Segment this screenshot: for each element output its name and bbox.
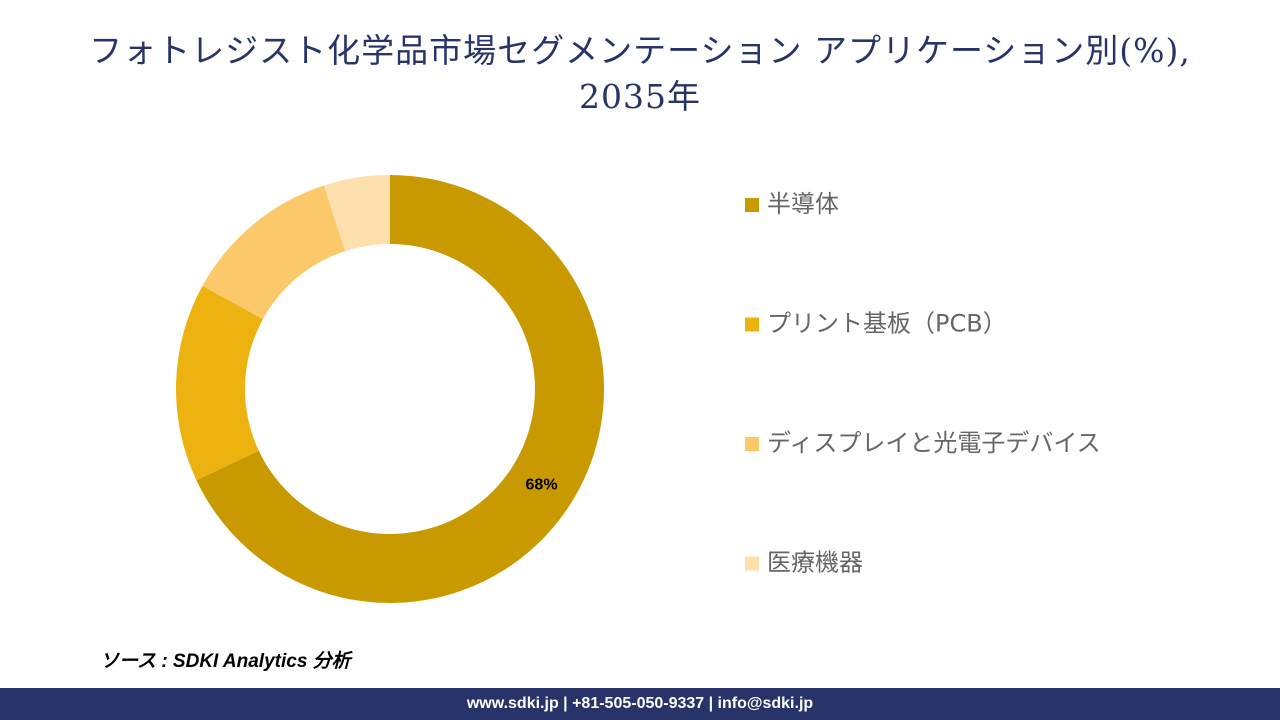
legend-swatch bbox=[745, 317, 759, 332]
footer: www.sdki.jp | +81-505-050-9337 | info@sd… bbox=[0, 688, 1280, 720]
legend-text: 半導体 bbox=[767, 190, 839, 218]
chart-title: フォトレジスト化学品市場セグメンテーション アプリケーション別(%), 2035… bbox=[89, 31, 1191, 116]
data-label: 68% bbox=[526, 476, 558, 493]
legend-text: 医療機器 bbox=[767, 549, 863, 577]
donut-segment bbox=[196, 175, 604, 603]
donut-segment bbox=[202, 185, 346, 320]
legend-swatch bbox=[745, 198, 759, 212]
legend-swatch bbox=[745, 556, 759, 571]
legend-swatch bbox=[745, 437, 759, 451]
donut-segment bbox=[175, 285, 263, 481]
legend-text: プリント基板（PCB） bbox=[767, 310, 1007, 338]
source: ソース : SDKI Analytics 分析 bbox=[100, 651, 351, 672]
legend-text: ディスプレイと光電子デバイス bbox=[767, 429, 1101, 457]
donut-segment bbox=[323, 175, 390, 252]
